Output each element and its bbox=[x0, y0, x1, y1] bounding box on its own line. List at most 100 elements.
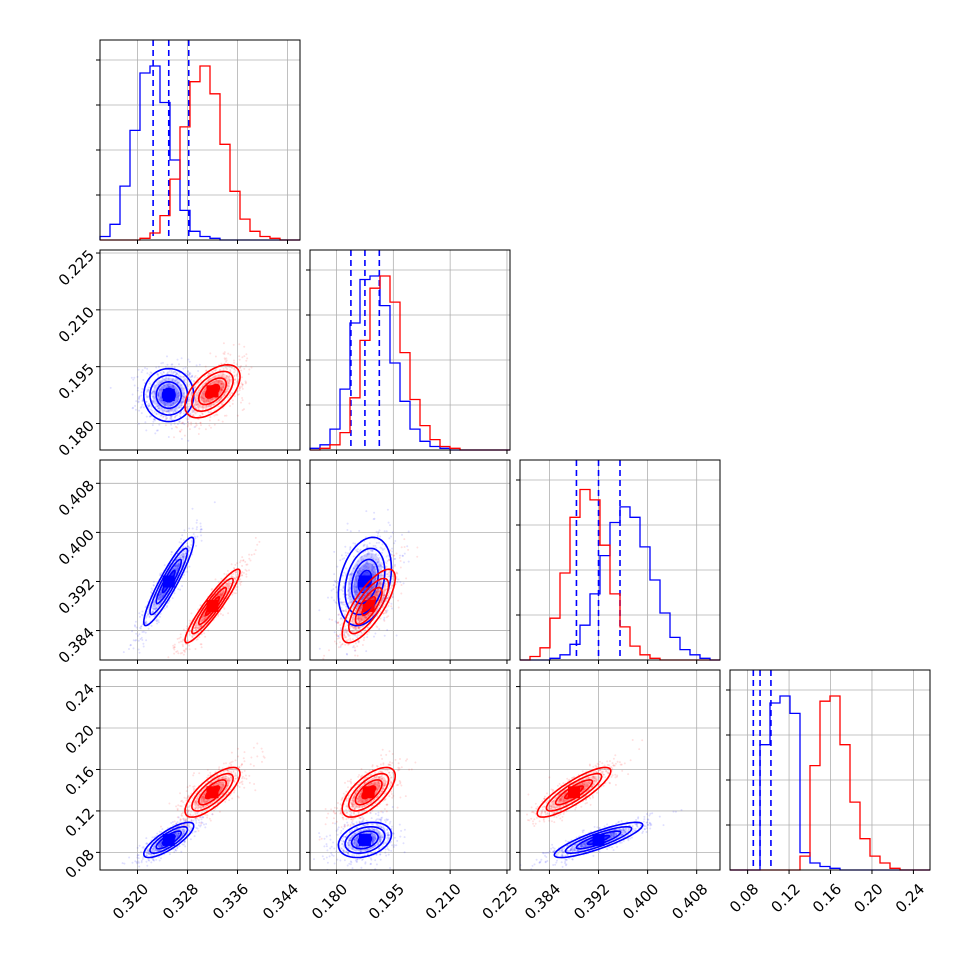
scatter-point bbox=[555, 861, 558, 864]
scatter-point bbox=[136, 634, 139, 637]
scatter-point bbox=[373, 635, 375, 638]
scatter-point bbox=[161, 399, 164, 402]
scatter-point bbox=[209, 377, 212, 380]
scatter-point bbox=[145, 842, 148, 845]
scatter-point bbox=[194, 385, 197, 388]
scatter-point bbox=[333, 573, 336, 576]
scatter-point bbox=[182, 558, 185, 561]
scatter-point bbox=[341, 601, 344, 604]
scatter-point bbox=[379, 838, 381, 841]
scatter-point bbox=[372, 829, 375, 831]
scatter-point bbox=[157, 849, 160, 852]
scatter-point bbox=[372, 837, 375, 840]
scatter-point bbox=[162, 411, 164, 413]
scatter-point bbox=[196, 403, 199, 406]
scatter-point bbox=[575, 843, 578, 846]
scatter-point bbox=[365, 510, 368, 513]
scatter-point bbox=[147, 405, 150, 408]
scatter-point bbox=[370, 556, 373, 559]
scatter-point bbox=[231, 402, 234, 405]
scatter-point bbox=[224, 358, 227, 361]
scatter-point bbox=[174, 849, 177, 852]
scatter-point bbox=[356, 598, 359, 601]
scatter-point bbox=[228, 378, 231, 381]
scatter-point bbox=[199, 525, 202, 528]
scatter-point bbox=[166, 602, 169, 605]
scatter-point bbox=[134, 639, 137, 642]
scatter-point bbox=[356, 586, 359, 589]
scatter-point bbox=[136, 854, 139, 857]
scatter-point bbox=[382, 566, 385, 568]
scatter-point bbox=[232, 343, 235, 346]
scatter-point bbox=[373, 517, 376, 520]
scatter-point bbox=[171, 379, 174, 382]
scatter-point bbox=[221, 382, 224, 385]
scatter-point bbox=[359, 849, 362, 852]
scatter-point bbox=[336, 565, 339, 568]
scatter-point bbox=[569, 848, 572, 851]
scatter-point bbox=[332, 584, 335, 587]
scatter-point bbox=[334, 822, 337, 825]
scatter-point bbox=[142, 630, 145, 633]
scatter-point bbox=[229, 369, 232, 371]
scatter-point bbox=[391, 607, 393, 610]
scatter-point bbox=[375, 819, 377, 822]
scatter-point bbox=[386, 560, 389, 563]
scatter-point bbox=[178, 561, 181, 564]
scatter-point bbox=[390, 849, 393, 852]
scatter-point bbox=[145, 391, 148, 394]
scatter-point bbox=[346, 852, 349, 855]
scatter-point bbox=[348, 837, 351, 839]
scatter-point bbox=[172, 402, 175, 405]
scatter-point bbox=[349, 591, 352, 594]
scatter-point bbox=[149, 415, 152, 418]
scatter-point bbox=[145, 852, 148, 854]
scatter-point bbox=[564, 862, 566, 865]
scatter-point bbox=[146, 372, 149, 375]
scatter-point bbox=[185, 417, 188, 420]
scatter-point bbox=[156, 407, 159, 410]
scatter-point bbox=[148, 415, 151, 418]
scatter-point bbox=[385, 555, 388, 558]
scatter-point bbox=[183, 379, 186, 381]
scatter-point bbox=[228, 380, 231, 383]
scatter-point bbox=[195, 528, 198, 531]
scatter-point bbox=[352, 606, 355, 609]
scatter-point bbox=[168, 409, 171, 412]
scatter-point bbox=[170, 415, 173, 418]
scatter-point bbox=[354, 837, 357, 840]
scatter-point bbox=[379, 853, 382, 856]
scatter-point bbox=[383, 634, 386, 637]
scatter-point bbox=[200, 528, 203, 531]
scatter-point bbox=[333, 579, 336, 582]
scatter-point bbox=[207, 400, 210, 402]
scatter-point bbox=[181, 376, 184, 378]
scatter-point bbox=[157, 398, 160, 401]
scatter-point bbox=[150, 591, 152, 594]
scatter-point bbox=[347, 594, 350, 597]
scatter-point bbox=[245, 381, 248, 384]
scatter-point bbox=[219, 594, 222, 597]
scatter-point bbox=[172, 402, 175, 405]
scatter-point bbox=[209, 416, 212, 419]
scatter-point bbox=[361, 820, 364, 822]
scatter-point bbox=[176, 373, 179, 375]
scatter-point bbox=[147, 388, 150, 391]
scatter-point bbox=[153, 849, 156, 852]
scatter-point bbox=[153, 846, 156, 849]
scatter-point bbox=[348, 601, 351, 604]
scatter-point bbox=[180, 404, 183, 407]
scatter-point bbox=[151, 390, 154, 393]
scatter-point bbox=[620, 834, 623, 837]
scatter-point bbox=[233, 383, 235, 386]
scatter-point bbox=[181, 401, 184, 404]
scatter-point bbox=[372, 557, 375, 560]
scatter-point bbox=[371, 587, 374, 589]
scatter-point bbox=[347, 841, 350, 844]
scatter-point bbox=[340, 627, 342, 630]
scatter-point bbox=[371, 847, 374, 850]
scatter-point bbox=[393, 836, 396, 839]
scatter-point bbox=[341, 558, 344, 561]
scatter-point bbox=[356, 577, 359, 580]
scatter-point bbox=[175, 833, 178, 836]
